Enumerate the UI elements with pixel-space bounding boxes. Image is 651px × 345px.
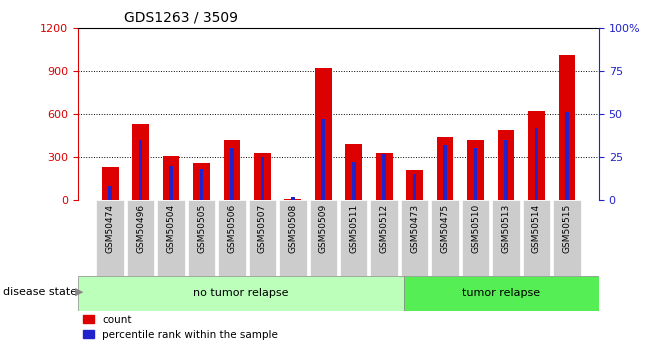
Bar [108,186,112,200]
Bar [559,55,575,200]
Bar [315,68,331,200]
FancyBboxPatch shape [401,200,428,276]
Bar [376,152,393,200]
Text: no tumor relapse: no tumor relapse [193,288,288,298]
Bar [260,157,264,200]
Text: GSM50514: GSM50514 [532,204,541,253]
FancyBboxPatch shape [432,200,459,276]
Text: GDS1263 / 3509: GDS1263 / 3509 [124,10,238,24]
Text: GSM50475: GSM50475 [441,204,450,253]
Bar [497,130,514,200]
Bar [169,166,173,200]
FancyBboxPatch shape [249,200,276,276]
Bar [139,140,143,200]
Bar [193,164,210,200]
FancyBboxPatch shape [127,200,154,276]
Bar [346,144,362,200]
FancyBboxPatch shape [340,200,367,276]
Text: GSM50473: GSM50473 [410,204,419,253]
Bar [534,128,538,200]
FancyBboxPatch shape [158,200,185,276]
Bar [102,167,118,200]
FancyBboxPatch shape [310,200,337,276]
Bar [132,124,149,200]
Text: GSM50510: GSM50510 [471,204,480,253]
Text: GSM50512: GSM50512 [380,204,389,253]
FancyBboxPatch shape [523,200,550,276]
FancyBboxPatch shape [492,200,519,276]
Text: GSM50504: GSM50504 [167,204,176,253]
Legend: count, percentile rank within the sample: count, percentile rank within the sample [83,315,278,340]
FancyBboxPatch shape [218,200,245,276]
Bar [474,148,477,200]
Text: GSM50509: GSM50509 [319,204,328,253]
Text: GSM50474: GSM50474 [105,204,115,253]
FancyBboxPatch shape [370,200,398,276]
Text: GSM50511: GSM50511 [349,204,358,253]
FancyBboxPatch shape [404,276,599,310]
Bar [413,174,417,200]
FancyBboxPatch shape [553,200,581,276]
Text: GSM50515: GSM50515 [562,204,572,253]
Bar [565,112,569,200]
FancyBboxPatch shape [187,200,215,276]
Text: GSM50507: GSM50507 [258,204,267,253]
Bar [291,197,295,200]
Bar [406,170,423,200]
Text: disease state: disease state [3,287,77,296]
Bar [528,111,545,200]
Bar [163,156,180,200]
Bar [504,140,508,200]
FancyBboxPatch shape [78,276,404,310]
Bar [200,169,203,200]
Text: tumor relapse: tumor relapse [462,288,540,298]
Bar [352,162,355,200]
Text: GSM50506: GSM50506 [227,204,236,253]
Bar [254,152,271,200]
FancyBboxPatch shape [96,200,124,276]
Text: GSM50508: GSM50508 [288,204,298,253]
FancyBboxPatch shape [279,200,307,276]
Bar [230,148,234,200]
Bar [284,199,301,200]
Text: ▶: ▶ [75,287,83,296]
Bar [382,154,386,200]
Text: GSM50513: GSM50513 [501,204,510,253]
FancyBboxPatch shape [462,200,490,276]
Bar [443,145,447,200]
Bar [437,137,454,200]
Bar [467,140,484,200]
Bar [322,119,325,200]
Text: GSM50496: GSM50496 [136,204,145,253]
Bar [223,140,240,200]
Text: GSM50505: GSM50505 [197,204,206,253]
